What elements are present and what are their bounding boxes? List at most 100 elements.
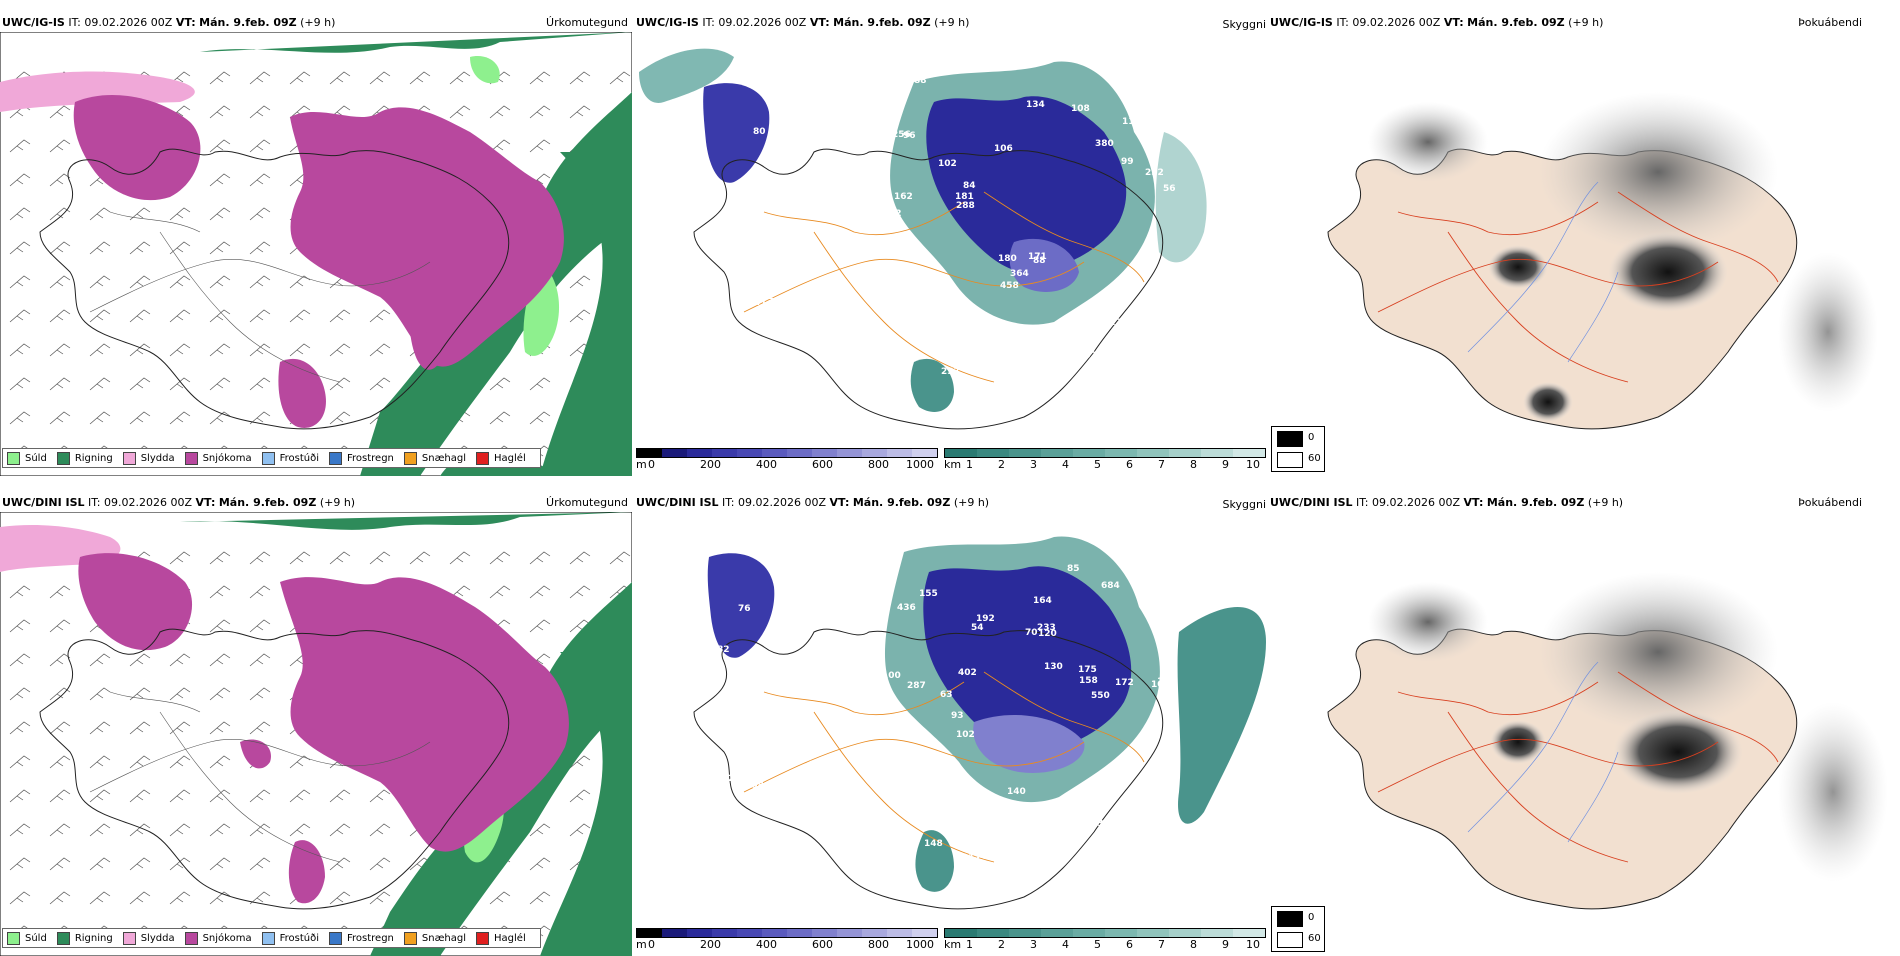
fog-legend: 0 60	[1271, 906, 1325, 952]
wind-barb	[529, 411, 551, 425]
legend-item-rigning: Rigning	[56, 451, 113, 465]
panel-title: UWC/IG-IS IT: 09.02.2026 00Z VT: Mán. 9.…	[1270, 16, 1604, 29]
wind-barb	[249, 653, 271, 667]
visibility-value-label: 232	[897, 322, 916, 332]
visibility-value-label: 171	[1028, 252, 1047, 262]
visibility-unit: km	[944, 458, 962, 471]
elevation-tick: 1000	[906, 458, 934, 471]
roads	[1377, 671, 1779, 863]
visibility-value-label: 100	[882, 671, 901, 681]
wind-barb	[49, 139, 71, 153]
wind-barb	[249, 721, 271, 735]
legend-item-frostregn: Frostregn	[329, 451, 394, 465]
wind-barb	[9, 377, 31, 391]
visibility-value-label: 287	[907, 681, 926, 691]
visibility-value-label: 117	[962, 853, 981, 863]
wind-barb	[209, 789, 231, 803]
wind-barb	[9, 891, 31, 905]
wind-barb	[209, 823, 231, 837]
visibility-value-label: 108	[1006, 844, 1025, 854]
iceland-coast	[693, 148, 1164, 430]
visibility-value-label: 305	[884, 824, 903, 834]
visibility-value-label: 82	[717, 645, 730, 655]
wind-barb	[369, 71, 391, 85]
wind-barb	[249, 105, 271, 119]
wind-barb	[49, 309, 71, 323]
panel-field-label: Þokuábendi	[1798, 496, 1862, 509]
visibility-value-label: 76	[894, 87, 907, 97]
wind-barb	[449, 71, 471, 85]
visibility-tick: 3	[1030, 458, 1037, 471]
visibility-value-label: 141	[810, 131, 829, 141]
wind-barb	[89, 207, 111, 221]
wind-barb	[209, 619, 231, 633]
wind-barb	[169, 411, 191, 425]
snow-area-south	[288, 840, 325, 904]
visibility-value-label: 66	[740, 722, 753, 732]
visibility-value-label: 172	[1115, 678, 1134, 688]
wind-barb	[129, 207, 151, 221]
visibility-tick: 7	[1158, 458, 1165, 471]
visibility-value-label: 90	[901, 716, 914, 726]
elevation-tick: 400	[756, 938, 777, 951]
wind-barb	[249, 343, 271, 357]
wind-barb	[569, 309, 591, 323]
wind-barb	[209, 105, 231, 119]
wind-barb	[529, 377, 551, 391]
wind-barb	[89, 823, 111, 837]
wind-barb	[9, 585, 31, 599]
visibility-value-label: 94	[974, 852, 987, 862]
wind-barb	[249, 71, 271, 85]
wind-barb	[49, 619, 71, 633]
elevation-tick: 800	[868, 938, 889, 951]
wind-barb	[489, 551, 511, 565]
drizzle-area-2	[470, 56, 500, 84]
wind-barb	[609, 71, 631, 85]
visibility-tick: 2	[998, 938, 1005, 951]
wind-barb	[489, 139, 511, 153]
vis-blue-nw	[707, 553, 775, 658]
wind-barb	[209, 71, 231, 85]
wind-barb	[249, 173, 271, 187]
elevation-unit: m	[636, 458, 647, 471]
wind-barb	[9, 823, 31, 837]
legend-item-rigning: Rigning	[56, 931, 113, 945]
wind-barb	[329, 309, 351, 323]
wind-barb	[89, 891, 111, 905]
visibility-value-label: 96	[903, 131, 916, 141]
snow-area-nw	[78, 553, 193, 651]
roads	[743, 671, 1145, 863]
visibility-value-label: 237	[941, 367, 960, 377]
visibility-value-label: 99	[1121, 157, 1134, 167]
visibility-value-label: 106	[994, 144, 1013, 154]
legend-item-sudl: Súld	[7, 931, 47, 945]
roads	[743, 191, 1145, 383]
wind-barb	[49, 207, 71, 221]
wind-barb	[169, 755, 191, 769]
visibility-value-label: 408	[745, 781, 764, 791]
wind-barb	[289, 71, 311, 85]
wind-barb	[9, 755, 31, 769]
wind-barb	[289, 551, 311, 565]
wind-barb	[9, 411, 31, 425]
elevation-tick: 0	[648, 458, 655, 471]
precip-legend: Súld Rigning Slydda Snjókoma Frostúði Fr…	[2, 448, 541, 468]
visibility-value-label: 91	[850, 165, 863, 175]
legend-item-slydda: Slydda	[122, 931, 175, 945]
visibility-value-label: 164	[1033, 596, 1052, 606]
fog-legend-white	[1277, 452, 1303, 468]
visibility-value-label: 85	[1067, 564, 1080, 574]
wind-barb	[49, 241, 71, 255]
wind-barb	[49, 585, 71, 599]
colorbars: m 0 200 400 600 800 1000 km 1 2 3 4 5 6 …	[636, 928, 1266, 951]
wind-barb	[9, 653, 31, 667]
visibility-value-label: 180	[998, 254, 1017, 264]
visibility-tick: 1	[966, 458, 973, 471]
wind-barb	[129, 789, 151, 803]
visibility-value-label: 126	[989, 321, 1008, 331]
wind-barb	[569, 823, 591, 837]
visibility-value-label: 110	[813, 290, 832, 300]
wind-barb	[129, 687, 151, 701]
wind-barb	[129, 377, 151, 391]
panel-title: UWC/IG-IS IT: 09.02.2026 00Z VT: Mán. 9.…	[636, 16, 970, 29]
